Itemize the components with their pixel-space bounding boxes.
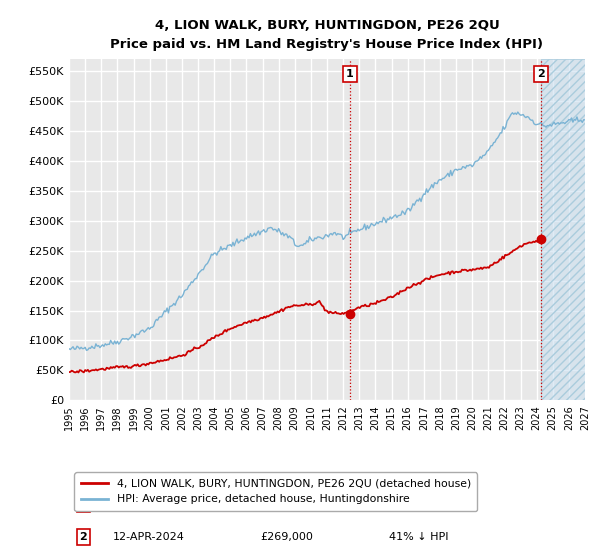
Text: £145,000: £145,000	[260, 500, 313, 510]
Text: £269,000: £269,000	[260, 532, 313, 542]
Bar	[541, 59, 585, 400]
Title: 4, LION WALK, BURY, HUNTINGDON, PE26 2QU
Price paid vs. HM Land Registry's House: 4, LION WALK, BURY, HUNTINGDON, PE26 2QU…	[110, 18, 544, 51]
Text: 12-APR-2024: 12-APR-2024	[113, 532, 185, 542]
Text: 45% ↓ HPI: 45% ↓ HPI	[389, 500, 448, 510]
Text: 2: 2	[537, 69, 545, 79]
Bar	[541, 59, 585, 400]
Text: 31-MAY-2012: 31-MAY-2012	[113, 500, 185, 510]
Text: 1: 1	[346, 69, 354, 79]
Legend: 4, LION WALK, BURY, HUNTINGDON, PE26 2QU (detached house), HPI: Average price, d: 4, LION WALK, BURY, HUNTINGDON, PE26 2QU…	[74, 473, 478, 511]
Text: 41% ↓ HPI: 41% ↓ HPI	[389, 532, 448, 542]
Text: 1: 1	[80, 500, 88, 510]
Text: 2: 2	[80, 532, 88, 542]
